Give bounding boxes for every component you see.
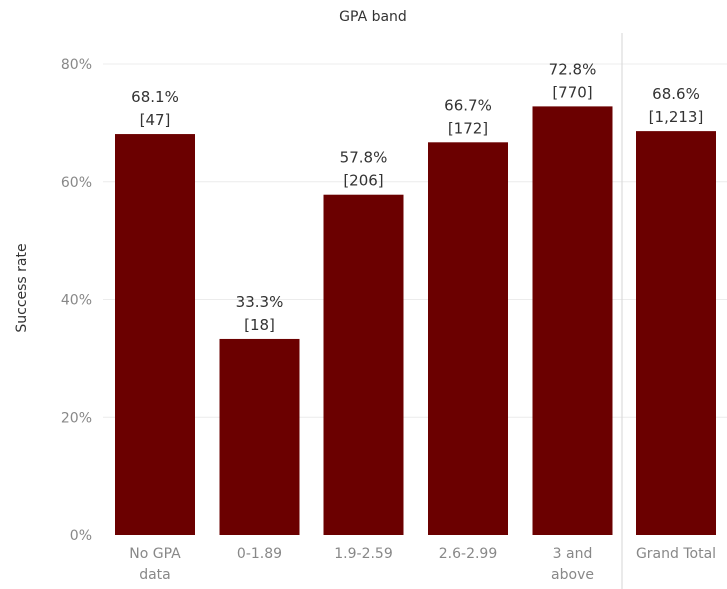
x-tick-label: 1.9-2.59 xyxy=(334,546,393,562)
data-label-percent: 68.6% xyxy=(652,85,700,103)
x-tick-label: 3 and xyxy=(553,546,593,562)
data-label-count: [172] xyxy=(448,119,488,137)
data-label-count: [47] xyxy=(140,111,171,129)
data-label-count: [770] xyxy=(552,83,592,101)
x-tick-label: 2.6-2.99 xyxy=(439,546,498,562)
bars xyxy=(115,106,716,535)
y-tick-label: 40% xyxy=(61,293,92,309)
gridlines xyxy=(103,63,727,418)
bar-category-3 xyxy=(428,142,508,535)
data-label-count: [206] xyxy=(343,172,383,190)
data-label-percent: 57.8% xyxy=(340,149,388,167)
chart-title: GPA band xyxy=(339,9,407,25)
data-label-count: [1,213] xyxy=(649,108,704,126)
y-axis-ticks: 0% 20% 40% 60% 80% xyxy=(61,57,92,544)
bar-category-0 xyxy=(115,134,195,535)
x-tick-label: No GPA xyxy=(129,546,181,562)
data-label-count: [18] xyxy=(244,316,275,334)
bar-grand-total xyxy=(636,131,716,535)
bar-category-2 xyxy=(323,194,404,535)
data-label-percent: 66.7% xyxy=(444,96,492,114)
x-tick-label: above xyxy=(551,567,594,583)
x-axis-ticks: No GPA data 0-1.89 1.9-2.59 2.6-2.99 3 and abo… xyxy=(129,546,716,583)
data-label-percent: 68.1% xyxy=(131,88,179,106)
data-label-percent: 72.8% xyxy=(549,60,597,78)
data-labels: 68.1% [47] 33.3% [18] 57.8% [206] 66.7% [172] 72… xyxy=(131,60,703,334)
x-tick-label: Grand Total xyxy=(636,546,716,562)
x-tick-label: data xyxy=(139,567,171,583)
bar-category-4 xyxy=(532,106,613,535)
data-label-percent: 33.3% xyxy=(236,293,284,311)
y-tick-label: 80% xyxy=(61,57,92,73)
x-tick-label: 0-1.89 xyxy=(237,546,282,562)
y-tick-label: 20% xyxy=(61,410,92,426)
y-tick-label: 0% xyxy=(70,528,92,544)
bar-category-1 xyxy=(219,338,300,535)
y-tick-label: 60% xyxy=(61,175,92,191)
y-axis-label: Success rate xyxy=(14,243,30,332)
